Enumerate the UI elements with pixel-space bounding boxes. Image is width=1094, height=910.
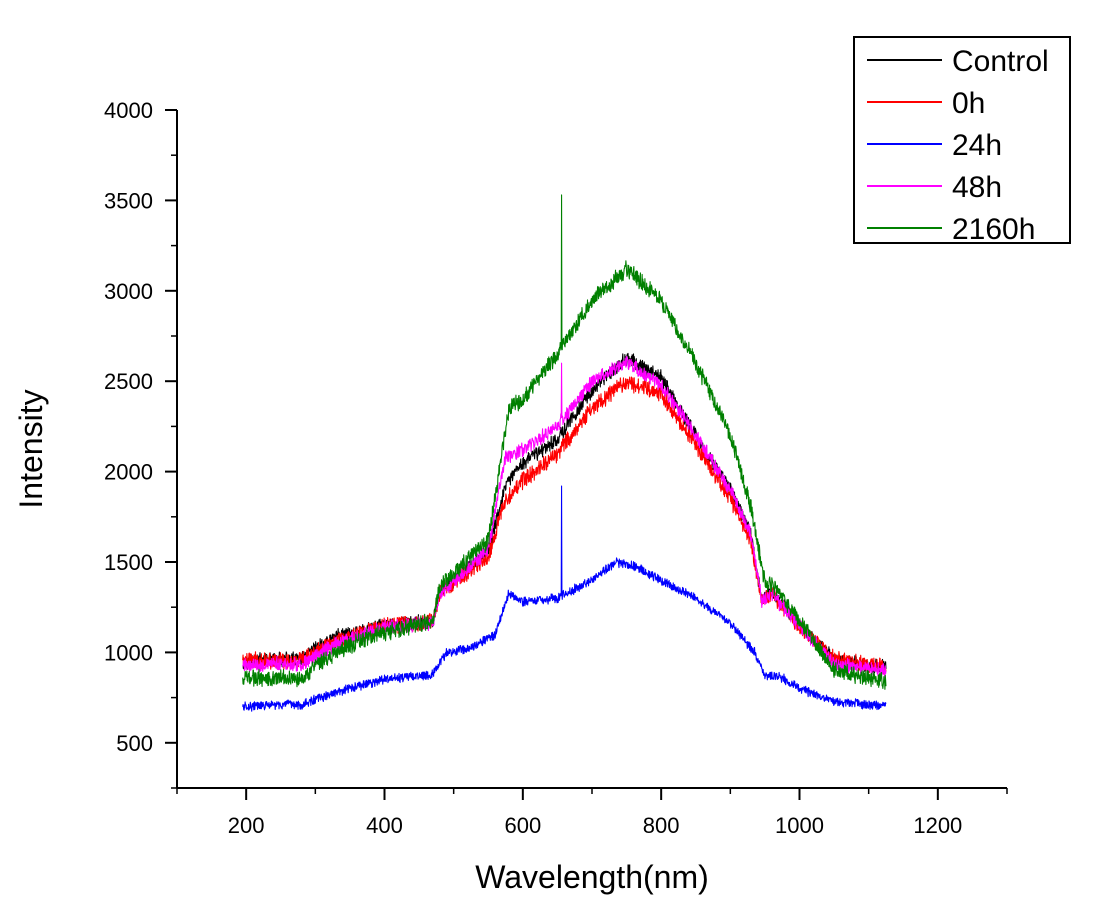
y-tick-label: 3000 — [104, 279, 153, 304]
y-axis-title: Intensity — [13, 389, 49, 508]
y-tick-label: 3500 — [104, 188, 153, 213]
legend-box — [853, 36, 1071, 244]
x-tick-label: 200 — [228, 813, 265, 838]
x-tick-label: 400 — [366, 813, 403, 838]
y-tick-label: 1000 — [104, 640, 153, 665]
y-tick-label: 1500 — [104, 550, 153, 575]
legend-label: Control — [952, 45, 1049, 78]
chart-legend: Control 0h 24h 48h 2160h — [853, 36, 1071, 246]
x-tick-label: 600 — [504, 813, 541, 838]
series-line-2160h — [242, 194, 887, 690]
legend-label: 24h — [952, 129, 1002, 162]
legend-label: 48h — [952, 171, 1002, 204]
series-line-48h — [242, 355, 887, 678]
series-line-24h — [242, 485, 887, 712]
x-tick-label: 1000 — [775, 813, 824, 838]
y-tick-label: 4000 — [104, 98, 153, 123]
chart-axes: 500 1000 1500 2000 2500 3000 3500 4000 200 400 600… — [13, 98, 1008, 895]
x-axis-title: Wavelength(nm) — [475, 859, 709, 895]
series-line-control — [242, 352, 887, 674]
x-tick-label: 800 — [643, 813, 680, 838]
plot-area — [242, 194, 887, 712]
legend-label: 0h — [952, 87, 985, 120]
y-tick-label: 2500 — [104, 369, 153, 394]
y-tick-label: 500 — [116, 731, 153, 756]
x-tick-label: 1200 — [913, 813, 962, 838]
y-tick-label: 2000 — [104, 460, 153, 485]
legend-label: 2160h — [952, 213, 1035, 246]
